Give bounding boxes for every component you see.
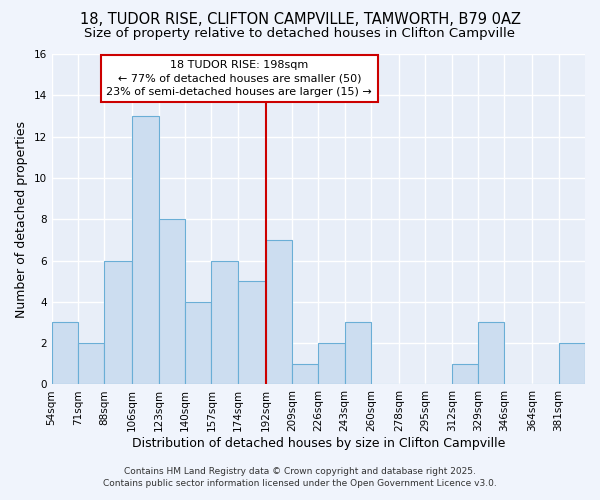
- Text: Size of property relative to detached houses in Clifton Campville: Size of property relative to detached ho…: [85, 28, 515, 40]
- Bar: [104, 260, 132, 384]
- X-axis label: Distribution of detached houses by size in Clifton Campville: Distribution of detached houses by size …: [131, 437, 505, 450]
- Text: Contains HM Land Registry data © Crown copyright and database right 2025.
Contai: Contains HM Land Registry data © Crown c…: [103, 466, 497, 487]
- Bar: [559, 343, 585, 384]
- Bar: [292, 364, 319, 384]
- Bar: [211, 260, 238, 384]
- Text: 18 TUDOR RISE: 198sqm
← 77% of detached houses are smaller (50)
23% of semi-deta: 18 TUDOR RISE: 198sqm ← 77% of detached …: [106, 60, 372, 96]
- Y-axis label: Number of detached properties: Number of detached properties: [15, 120, 28, 318]
- Bar: [478, 322, 505, 384]
- Bar: [452, 364, 478, 384]
- Bar: [344, 322, 371, 384]
- Bar: [319, 343, 344, 384]
- Bar: [132, 116, 158, 384]
- Bar: [266, 240, 292, 384]
- Bar: [185, 302, 211, 384]
- Bar: [52, 322, 78, 384]
- Bar: [238, 281, 266, 384]
- Bar: [78, 343, 104, 384]
- Bar: [158, 219, 185, 384]
- Text: 18, TUDOR RISE, CLIFTON CAMPVILLE, TAMWORTH, B79 0AZ: 18, TUDOR RISE, CLIFTON CAMPVILLE, TAMWO…: [79, 12, 521, 28]
